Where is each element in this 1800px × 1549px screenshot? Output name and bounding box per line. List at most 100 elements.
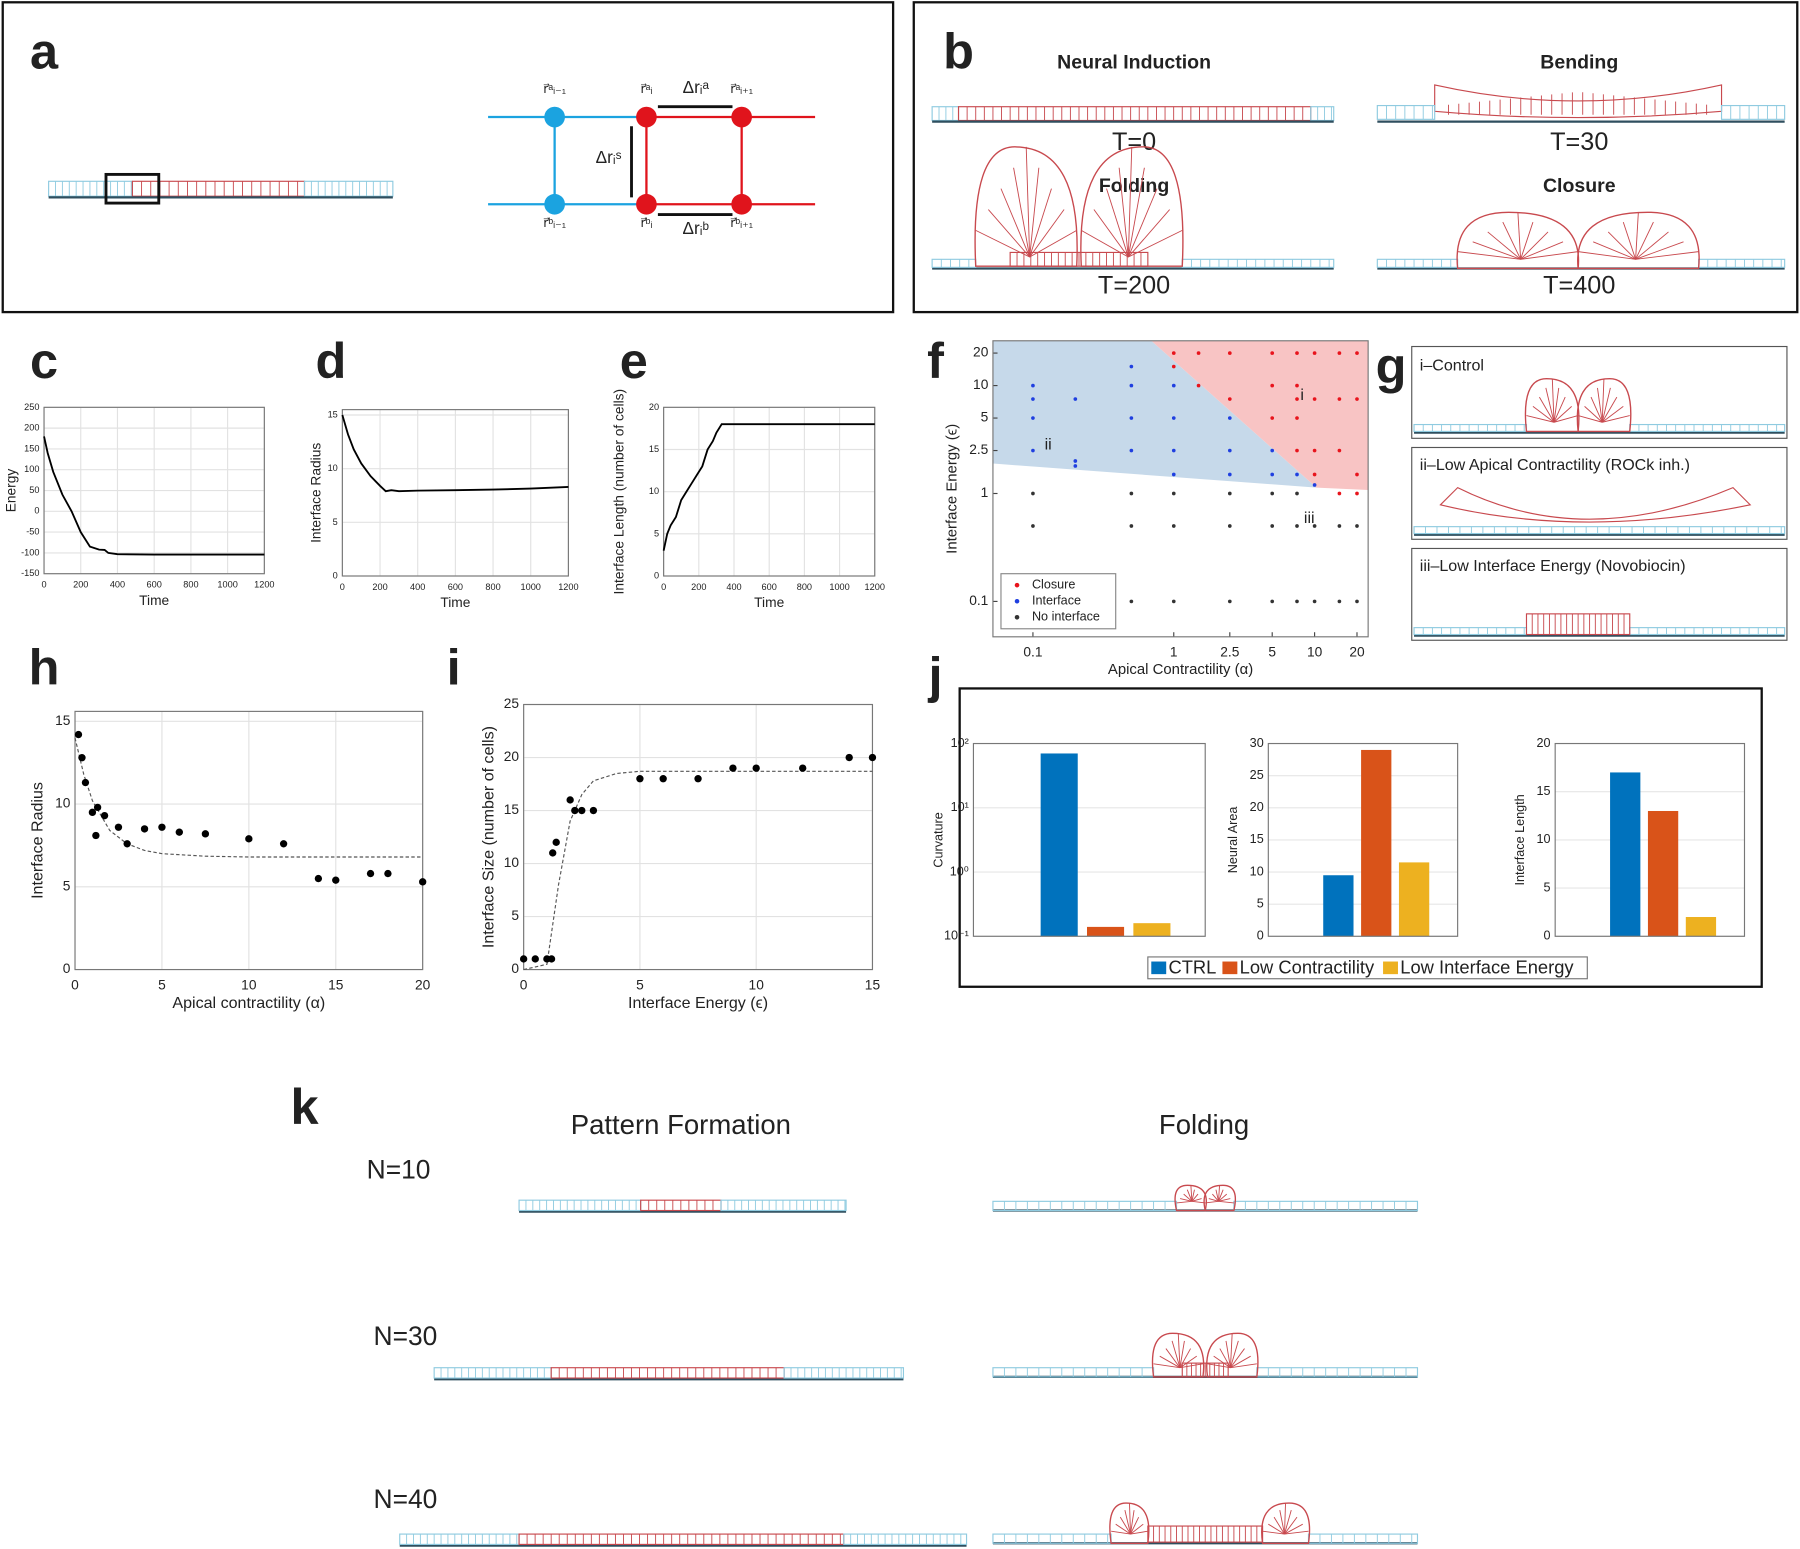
x-tick-label: 1 [1170, 645, 1178, 660]
panel-letter: h [29, 639, 60, 696]
cell-strip [783, 1367, 905, 1379]
label: Δrᵢᵃ [683, 77, 710, 97]
data-point [1312, 472, 1317, 477]
data-point [1073, 397, 1078, 401]
fold-wall [1025, 146, 1031, 258]
fit-line [523, 770, 873, 971]
fold-wall [1593, 241, 1636, 260]
fold-wall [1601, 396, 1618, 423]
data-point [1227, 448, 1232, 453]
fold-wall [1186, 1189, 1193, 1202]
fold-wall [1279, 1510, 1285, 1535]
fold-wall [1124, 1510, 1131, 1535]
y-tick-label: 20 [504, 749, 520, 764]
y-axis-label: Interface Size (number of cells) [479, 726, 497, 948]
label: N=40 [374, 1484, 438, 1514]
cell-strip [1413, 526, 1786, 535]
plot-frame [1267, 742, 1459, 937]
bar [1610, 772, 1641, 937]
fold-wall [1262, 1530, 1285, 1535]
fold-wall [1551, 378, 1555, 423]
fold-wall [1190, 1185, 1193, 1202]
y-tick-label: 2.5 [969, 442, 988, 457]
y-axis-label: Interface Length (number of cells) [612, 389, 627, 595]
data-point [1355, 599, 1359, 604]
fold-wall [1130, 1530, 1148, 1535]
fold-wall [1520, 231, 1549, 260]
legend-swatch [1151, 961, 1167, 975]
fold-wall [1225, 1340, 1231, 1368]
data-point [366, 869, 375, 878]
legend-swatch [1014, 615, 1020, 620]
x-tick-label: 10 [1307, 645, 1323, 660]
label: T=200 [1098, 272, 1170, 300]
fold-wall [1013, 167, 1031, 258]
data-point [1295, 448, 1299, 453]
x-axis-label: Apical contractility (α) [172, 994, 325, 1012]
fold-wall [1205, 1200, 1219, 1204]
y-tick-label: 15 [504, 802, 520, 817]
data-point [566, 796, 574, 804]
cell-strip [433, 1367, 552, 1379]
y-axis-label: Curvature [931, 812, 945, 867]
fold-lobe [1109, 1502, 1150, 1544]
data-point [1227, 397, 1232, 401]
data-point [1312, 448, 1317, 453]
fold-wall [1106, 188, 1129, 258]
y-tick-label: 0 [333, 570, 338, 580]
y-axis-label: Interface Radius [29, 782, 47, 899]
fold-wall [1029, 209, 1065, 258]
y-axis-label: Interface Radius [309, 443, 324, 543]
data-point [93, 803, 102, 812]
y-tick-label: 15 [1537, 784, 1551, 798]
fold-wall [1597, 387, 1603, 423]
bar [1323, 875, 1354, 937]
fold-wall [1130, 1523, 1144, 1535]
data-point [1337, 524, 1342, 528]
bend [1439, 486, 1752, 523]
y-tick-label: 0.1 [969, 593, 988, 608]
x-tick-label: 0 [340, 582, 345, 592]
plot-frame [341, 409, 569, 577]
label: N=30 [374, 1321, 438, 1351]
data-point [1312, 397, 1317, 401]
x-axis-label: Time [754, 595, 784, 610]
y-tick-label: 0 [34, 506, 39, 516]
y-tick-label: 0 [1257, 929, 1264, 943]
fold-lobe [1261, 1502, 1311, 1544]
data-point [1227, 491, 1232, 496]
x-tick-label: 800 [797, 582, 812, 592]
fold-wall [1635, 251, 1699, 260]
fold-wall [1191, 1198, 1202, 1202]
data-point [1295, 472, 1299, 477]
fold-lobe [1577, 211, 1700, 270]
legend-swatch [1014, 582, 1020, 588]
plot-frame [992, 340, 1369, 638]
x-tick-label: 600 [147, 580, 162, 590]
y-tick-label: 20 [649, 402, 659, 412]
data-point [1227, 599, 1232, 604]
x-tick-label: 0 [661, 582, 666, 592]
fold-wall [1635, 231, 1669, 260]
data-point [1129, 448, 1134, 453]
y-tick-label: 15 [649, 444, 659, 454]
legend-swatch [1222, 961, 1238, 975]
data-point [1337, 491, 1342, 496]
plot-frame [523, 703, 874, 971]
fold-wall [988, 209, 1031, 258]
fold-wall [1130, 1510, 1135, 1535]
fold-wall [1284, 1523, 1303, 1535]
annotation: i [1300, 386, 1304, 404]
data-point [123, 840, 131, 848]
y-tick-label: 10 [55, 796, 71, 811]
fold-wall [1129, 1503, 1131, 1535]
data-point [279, 840, 288, 848]
plot-frame [663, 406, 876, 577]
fold-wall [1212, 1193, 1219, 1202]
data-point [419, 878, 427, 886]
data-point [1270, 383, 1275, 388]
annotation: ii [1045, 435, 1052, 453]
fold-wall [1577, 415, 1603, 423]
x-tick-label: 1000 [829, 582, 849, 592]
fold-wall [1487, 231, 1521, 260]
